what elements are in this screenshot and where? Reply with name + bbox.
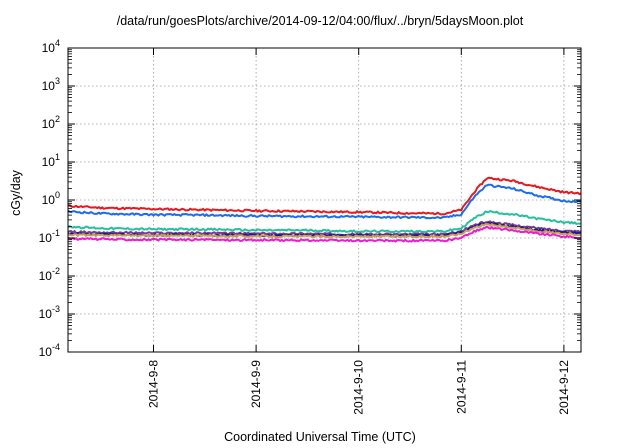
x-tick-label: 2014-9-12 <box>557 360 571 415</box>
series-line-1 <box>67 176 582 216</box>
y-tick-label: 104 <box>42 38 60 55</box>
y-tick-labels: 10-4 10-3 10-2 10-1 100 101 102 103 104 <box>39 38 60 359</box>
x-tick-label: 2014-9-10 <box>352 360 366 415</box>
y-tick-label: 103 <box>42 76 60 93</box>
y-tick-label: 100 <box>42 190 60 207</box>
x-tick-label: 2014-9-11 <box>454 360 468 414</box>
series-line-6 <box>67 223 582 239</box>
series-line-3 <box>67 210 581 234</box>
chart-title: /data/run/goesPlots/archive/2014-09-12/0… <box>116 14 524 28</box>
tick-layer <box>68 47 581 353</box>
x-axis-label: Coordinated Universal Time (UTC) <box>224 430 416 444</box>
y-tick-label: 10-3 <box>39 304 60 321</box>
x-tick-labels: 2014-9-8 2014-9-9 2014-9-10 2014-9-11 2014-9… <box>147 360 571 415</box>
y-tick-label: 10-1 <box>39 228 60 245</box>
y-axis-label: cGy/day <box>9 170 23 216</box>
y-tick-label: 102 <box>42 114 60 131</box>
series-layer <box>67 176 582 243</box>
y-tick-label: 10-4 <box>39 342 60 359</box>
grid-layer <box>68 48 581 352</box>
series-line-2 <box>67 183 582 220</box>
y-tick-label: 10-2 <box>39 266 60 283</box>
x-tick-label: 2014-9-8 <box>147 360 161 408</box>
y-tick-label: 101 <box>42 152 60 169</box>
series-line-7 <box>67 225 582 243</box>
x-tick-label: 2014-9-9 <box>249 360 263 408</box>
